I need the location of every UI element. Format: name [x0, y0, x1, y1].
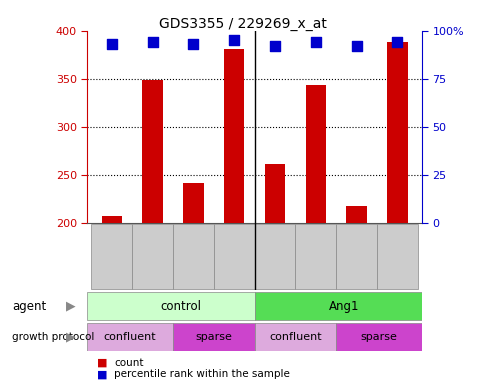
FancyBboxPatch shape [87, 323, 173, 351]
Bar [142, 80, 163, 223]
Point [311, 39, 319, 45]
Text: ▶: ▶ [65, 331, 75, 343]
Point [352, 43, 360, 49]
FancyBboxPatch shape [173, 323, 254, 351]
Point [230, 37, 238, 43]
FancyBboxPatch shape [335, 323, 421, 351]
FancyBboxPatch shape [376, 224, 417, 289]
Bar [386, 42, 407, 223]
Text: ■: ■ [97, 369, 107, 379]
Text: confluent: confluent [269, 332, 321, 342]
Point [393, 39, 401, 45]
Text: sparse: sparse [360, 332, 397, 342]
FancyBboxPatch shape [254, 224, 295, 289]
Point [189, 41, 197, 47]
FancyBboxPatch shape [254, 323, 335, 351]
Bar [305, 86, 325, 223]
FancyBboxPatch shape [213, 224, 254, 289]
Text: control: control [160, 300, 201, 313]
Text: confluent: confluent [104, 332, 156, 342]
Text: ▶: ▶ [65, 300, 75, 313]
Bar [183, 184, 203, 223]
Bar [346, 207, 366, 223]
Text: count: count [114, 358, 143, 368]
Text: ■: ■ [97, 358, 107, 368]
Point [271, 43, 278, 49]
FancyBboxPatch shape [254, 293, 421, 320]
Point [107, 41, 115, 47]
Text: sparse: sparse [195, 332, 232, 342]
FancyBboxPatch shape [173, 224, 213, 289]
FancyBboxPatch shape [87, 293, 254, 320]
FancyBboxPatch shape [91, 224, 132, 289]
Text: percentile rank within the sample: percentile rank within the sample [114, 369, 289, 379]
FancyBboxPatch shape [295, 224, 335, 289]
Text: Ang1: Ang1 [329, 300, 359, 313]
Bar [264, 164, 285, 223]
Text: GDS3355 / 229269_x_at: GDS3355 / 229269_x_at [158, 17, 326, 31]
Bar [101, 216, 122, 223]
FancyBboxPatch shape [132, 224, 173, 289]
Text: growth protocol: growth protocol [12, 332, 94, 342]
FancyBboxPatch shape [335, 224, 376, 289]
Point [149, 39, 156, 45]
Text: agent: agent [12, 300, 46, 313]
Bar [224, 49, 244, 223]
